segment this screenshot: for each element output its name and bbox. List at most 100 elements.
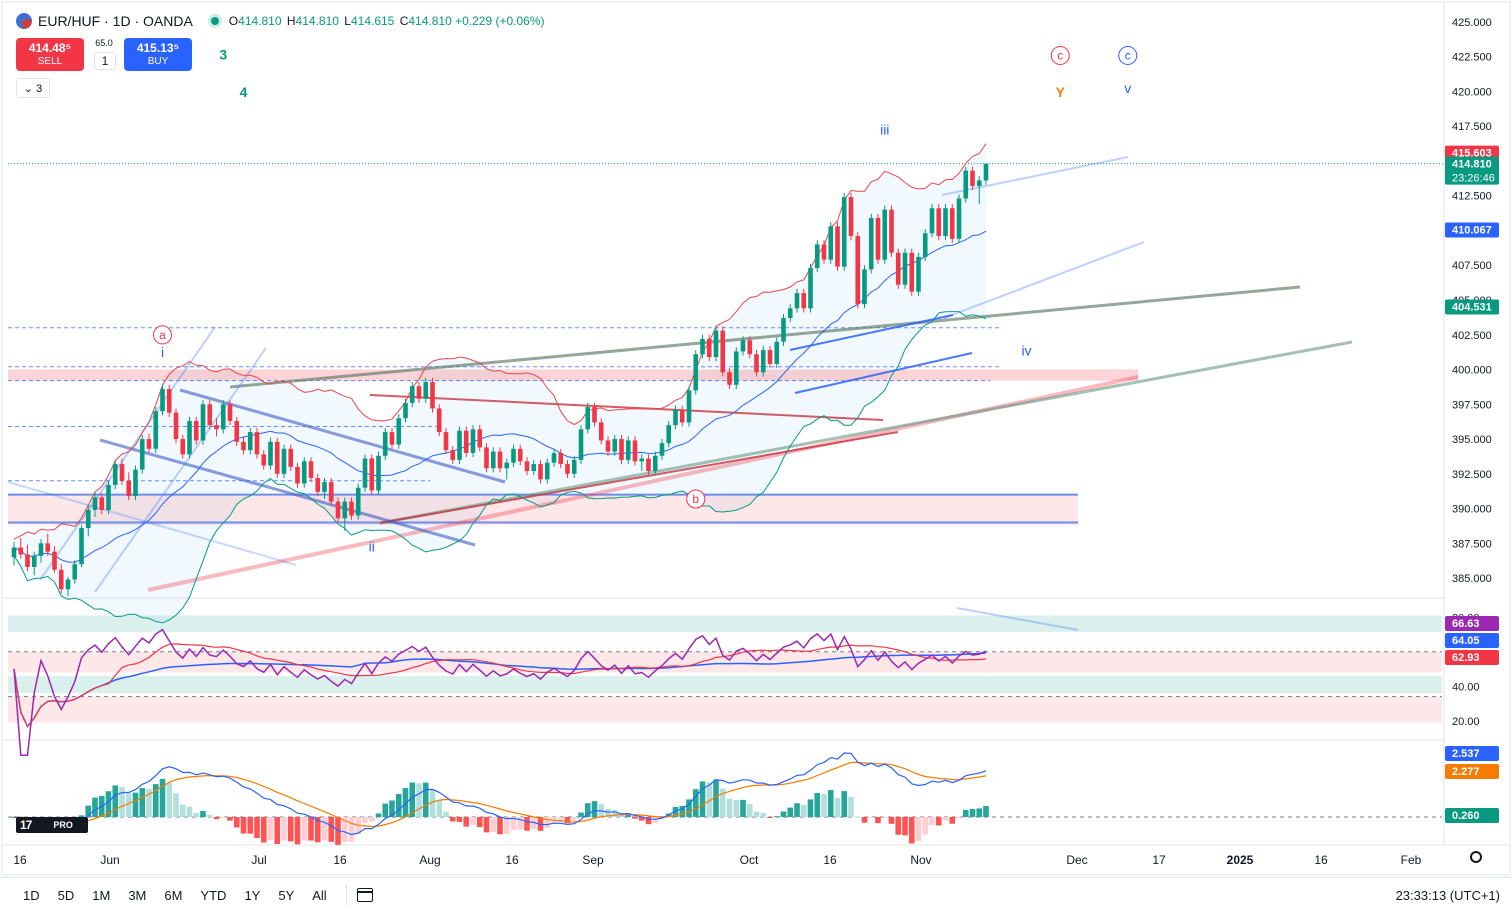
symbol-title[interactable]: EUR/HUF · 1D · OANDA — [38, 13, 193, 29]
macd-histogram-bar — [571, 817, 578, 821]
range-1y-button[interactable]: 1Y — [244, 887, 261, 903]
time-tick-label: 17 — [1152, 853, 1166, 867]
candle-body — [875, 217, 881, 260]
rsi-line — [13, 628, 987, 757]
macd-histogram-bar — [139, 788, 146, 817]
macd-histogram-bar — [537, 817, 544, 831]
range-6m-button[interactable]: 6M — [164, 887, 183, 903]
macd-histogram-bar — [389, 800, 395, 817]
macd-histogram-bar — [773, 816, 780, 818]
buy-button[interactable]: 415.13⁵ BUY — [124, 38, 192, 71]
candle-body — [72, 564, 78, 580]
macd-histogram-bar — [888, 817, 895, 824]
candle-body — [916, 256, 921, 292]
candle-body — [646, 458, 651, 472]
candle-body — [781, 318, 786, 342]
macd-signal-line — [13, 761, 987, 828]
price-tick-label: 392.500 — [1452, 469, 1492, 481]
macd-histogram-bar — [78, 815, 85, 817]
macd-histogram-bar — [281, 817, 287, 841]
macd-histogram-bar — [713, 779, 719, 817]
macd-histogram-bar — [483, 817, 490, 833]
range-5y-button[interactable]: 5Y — [278, 887, 295, 903]
macd-histogram-bar — [652, 817, 659, 823]
candle-body — [409, 386, 415, 403]
macd-histogram-bar — [301, 817, 308, 841]
macd-histogram-bar — [902, 817, 908, 836]
flag-lower-line — [794, 352, 973, 394]
tradingview-logo[interactable]: 17 PRO — [16, 817, 88, 833]
macd-histogram-bar — [112, 785, 119, 817]
bollinger-lower — [13, 311, 987, 624]
candle-body — [652, 455, 658, 472]
macd-histogram-bar — [699, 781, 706, 817]
range-ytd-button[interactable]: YTD — [200, 887, 227, 903]
indicators-collapse-button[interactable]: ⌄ 3 — [16, 78, 50, 98]
open-label: O — [228, 14, 239, 28]
range-1m-button[interactable]: 1M — [92, 887, 111, 903]
macd-histogram-bar — [740, 799, 746, 817]
candle-body — [666, 425, 672, 444]
macd-histogram-bar — [625, 814, 632, 817]
price-label-box — [1445, 156, 1499, 185]
candle-body — [511, 448, 516, 463]
clock-timezone[interactable]: 23:33:13 (UTC+1) — [1395, 887, 1500, 903]
candle-body — [261, 454, 267, 466]
candle-body — [504, 462, 510, 469]
candle-body — [808, 268, 813, 309]
rsi-upper-neutral-zone — [8, 651, 1442, 673]
wave-label: i — [161, 344, 164, 360]
time-tick-label: Dec — [1066, 853, 1087, 867]
candle-body — [862, 269, 867, 305]
time-tick-label: 16 — [505, 853, 519, 867]
range-5d-button[interactable]: 5D — [57, 887, 75, 903]
macd-histogram-bar — [247, 817, 254, 834]
candle-body — [841, 197, 847, 267]
close-value: 414.810 — [408, 14, 452, 28]
bottom-toolbar: 1D 5D 1M 3M 6M YTD 1Y 5Y All 23:33:13 (U… — [0, 877, 1512, 912]
price-tick-label: 395.000 — [1452, 434, 1492, 446]
candle-body — [571, 459, 577, 474]
range-3m-button[interactable]: 3M — [128, 887, 147, 903]
go-to-date-calendar-icon[interactable] — [356, 888, 373, 902]
candle-body — [92, 497, 98, 510]
macd-histogram-bar — [875, 817, 881, 824]
candle-body — [625, 440, 631, 460]
range-1d-button[interactable]: 1D — [23, 887, 40, 903]
candle-body — [301, 461, 307, 484]
price-tick-label: 425.000 — [1452, 17, 1492, 29]
spread-value: 65.0 — [95, 38, 113, 48]
candle-body — [767, 350, 773, 364]
macd-histogram-bar — [274, 817, 281, 845]
macd-value-box — [1445, 808, 1499, 823]
candle-body — [585, 407, 591, 430]
price-tick-label: 387.500 — [1452, 538, 1492, 550]
wave-circle — [1050, 45, 1070, 65]
candle-body — [18, 547, 24, 555]
rsi-value-text: 66.63 — [1452, 618, 1480, 630]
flag-upper-line — [789, 314, 954, 351]
candle-body — [639, 458, 645, 462]
time-tick-label: Oct — [740, 853, 759, 867]
candle-body — [227, 404, 233, 421]
price-label-text: 414.810 — [1452, 159, 1492, 171]
wedge-lower-line — [943, 241, 1145, 319]
candle-body — [31, 555, 37, 567]
settings-gear-icon[interactable] — [1470, 851, 1482, 863]
macd-histogram-bar — [362, 817, 368, 823]
range-all-button[interactable]: All — [312, 887, 327, 903]
macd-histogram-bar — [422, 782, 429, 817]
candle-body — [747, 340, 753, 355]
price-label-text: 404.531 — [1452, 302, 1492, 314]
macd-histogram-bar — [166, 782, 173, 817]
wave-label: a — [159, 328, 166, 342]
price-tick-label: 385.000 — [1452, 573, 1492, 585]
candle-body — [949, 208, 955, 239]
time-tick-label: Sep — [582, 853, 604, 867]
quantity-input[interactable]: 1 — [94, 52, 116, 70]
sell-button[interactable]: 414.48⁵ SELL — [16, 38, 84, 71]
macd-histogram-bar — [530, 817, 537, 830]
price-tick-label: 412.500 — [1452, 191, 1492, 203]
